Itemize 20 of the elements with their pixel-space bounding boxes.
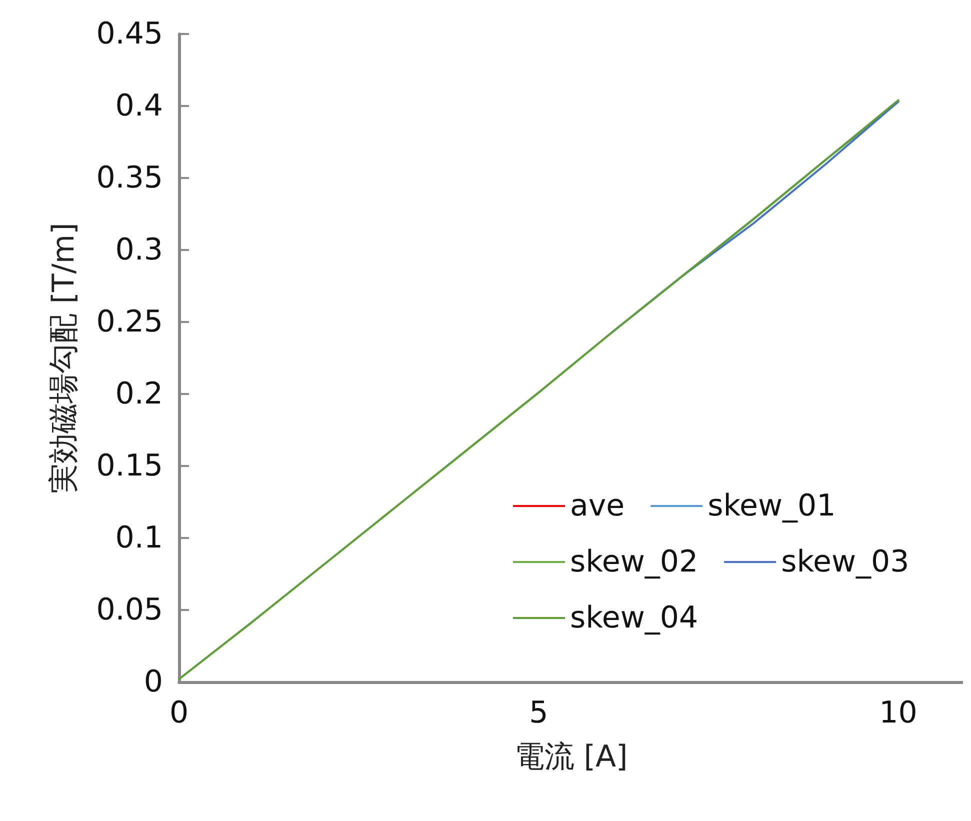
y-tick-label: 0.35 bbox=[96, 160, 163, 196]
y-tick-label: 0.45 bbox=[96, 16, 163, 52]
x-tick-label: 0 bbox=[169, 696, 189, 730]
y-tick-label: 0.3 bbox=[115, 232, 163, 268]
y-tick-label: 0.4 bbox=[115, 88, 163, 124]
y-tick-label: 0.25 bbox=[96, 304, 163, 340]
x-tick-label: 10 bbox=[879, 696, 918, 730]
y-tick-label: 0.1 bbox=[115, 520, 163, 556]
legend-label: skew_02 bbox=[570, 544, 698, 580]
legend-label: skew_03 bbox=[781, 544, 910, 580]
y-tick-label: 0.05 bbox=[96, 592, 163, 628]
legend-label: skew_04 bbox=[570, 600, 698, 636]
x-tick-label: 5 bbox=[529, 696, 548, 730]
x-axis-title: 電流 [A] bbox=[514, 740, 628, 774]
legend-label: skew_01 bbox=[708, 488, 836, 524]
y-axis-title: 実効磁場勾配 [T/m] bbox=[46, 222, 82, 494]
y-tick-label: 0.15 bbox=[96, 448, 163, 484]
legend-label: ave bbox=[570, 488, 625, 524]
y-tick-label: 0.2 bbox=[115, 376, 163, 412]
y-tick-label: 0 bbox=[144, 664, 163, 700]
